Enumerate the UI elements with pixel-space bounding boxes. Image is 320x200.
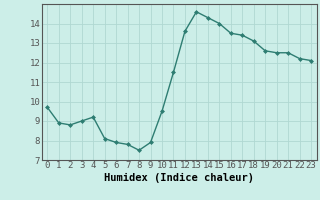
X-axis label: Humidex (Indice chaleur): Humidex (Indice chaleur) xyxy=(104,173,254,183)
